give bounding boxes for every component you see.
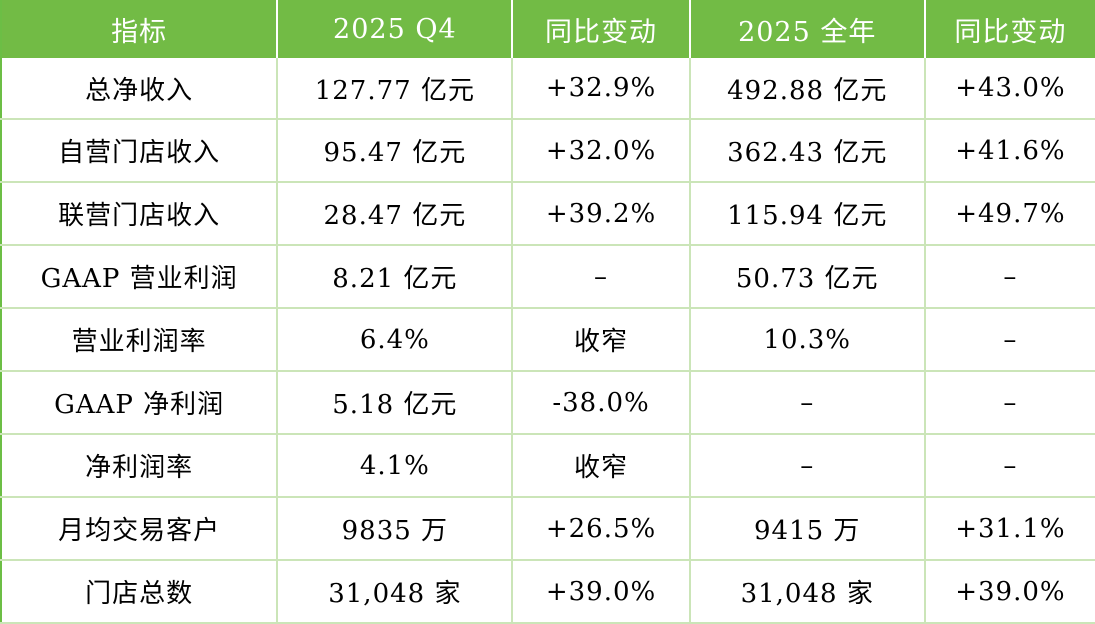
row-label: 联营门店收入 bbox=[1, 181, 279, 246]
cell-value: +26.5% bbox=[512, 496, 691, 560]
cell-value: 127.77 亿元 bbox=[277, 58, 514, 120]
cell-value: 收窄 bbox=[512, 307, 691, 372]
cell-value: 6.4% bbox=[277, 307, 514, 372]
cell-value: +43.0% bbox=[924, 58, 1095, 120]
table-row: 自营门店收入 95.47 亿元 +32.0% 362.43 亿元 +41.6% bbox=[1, 118, 1095, 183]
cell-value: – bbox=[512, 244, 691, 309]
cell-value: 31,048 家 bbox=[689, 559, 926, 623]
row-label: GAAP 净利润 bbox=[1, 370, 279, 435]
cell-value: 10.3% bbox=[689, 307, 926, 372]
cell-value: 28.47 亿元 bbox=[277, 181, 514, 246]
table-row: GAAP 营业利润 8.21 亿元 –50.73 亿元 – bbox=[1, 244, 1095, 309]
cell-value: +39.2% bbox=[512, 181, 691, 246]
header-2025-q4: 2025 Q4 bbox=[277, 0, 514, 58]
cell-value: – bbox=[689, 433, 926, 498]
table-row: 门店总数 31,048 家 +39.0% 31,048 家 +39.0% bbox=[1, 559, 1095, 623]
cell-value: 50.73 亿元 bbox=[689, 244, 926, 309]
header-yoy-change-q4: 同比变动 bbox=[512, 0, 691, 58]
row-label: 营业利润率 bbox=[1, 307, 279, 372]
cell-value: 8.21 亿元 bbox=[277, 244, 514, 309]
cell-value: – bbox=[924, 244, 1095, 309]
cell-value: +39.0% bbox=[924, 559, 1095, 623]
table-row: GAAP 净利润 5.18 亿元 -38.0% – – bbox=[1, 370, 1095, 435]
header-yoy-change-fy: 同比变动 bbox=[924, 0, 1095, 58]
cell-value: +32.0% bbox=[512, 118, 691, 183]
cell-value: +49.7% bbox=[924, 181, 1095, 246]
cell-value: +31.1% bbox=[924, 496, 1095, 560]
table-row: 联营门店收入 28.47 亿元 +39.2% 115.94 亿元 +49.7% bbox=[1, 181, 1095, 246]
table-body: 总净收入 127.77 亿元 +32.9% 492.88 亿元 +43.0% 自营门店收入… bbox=[1, 58, 1095, 623]
cell-value: 492.88 亿元 bbox=[689, 58, 926, 120]
cell-value: +41.6% bbox=[924, 118, 1095, 183]
cell-value: – bbox=[924, 370, 1095, 435]
row-label: 自营门店收入 bbox=[1, 118, 279, 183]
cell-value: 9415 万 bbox=[689, 496, 926, 560]
cell-value: 5.18 亿元 bbox=[277, 370, 514, 435]
table-row: 营业利润率 6.4% 收窄 10.3% – bbox=[1, 307, 1095, 372]
cell-value: – bbox=[924, 433, 1095, 498]
cell-value: 9835 万 bbox=[277, 496, 514, 560]
cell-value: 95.47 亿元 bbox=[277, 118, 514, 183]
cell-value: 115.94 亿元 bbox=[689, 181, 926, 246]
cell-value: 4.1% bbox=[277, 433, 514, 498]
row-label: 门店总数 bbox=[1, 559, 279, 623]
cell-value: +32.9% bbox=[512, 58, 691, 120]
row-label: 总净收入 bbox=[1, 58, 279, 120]
row-label: 月均交易客户 bbox=[1, 496, 279, 560]
header-2025-full-year: 2025 全年 bbox=[689, 0, 926, 58]
row-label: 净利润率 bbox=[1, 433, 279, 498]
table-row: 净利润率 4.1% 收窄 – – bbox=[1, 433, 1095, 498]
cell-value: -38.0% bbox=[512, 370, 691, 435]
cell-value: 362.43 亿元 bbox=[689, 118, 926, 183]
table-row: 月均交易客户 9835 万 +26.5% 9415 万 +31.1% bbox=[1, 496, 1095, 560]
header-indicator: 指标 bbox=[1, 0, 279, 58]
header-row: 指标 2025 Q4 同比变动 2025 全年 同比变动 bbox=[1, 0, 1095, 58]
cell-value: +39.0% bbox=[512, 559, 691, 623]
table-row: 总净收入 127.77 亿元 +32.9% 492.88 亿元 +43.0% bbox=[1, 58, 1095, 120]
row-label: GAAP 营业利润 bbox=[1, 244, 279, 309]
cell-value: 收窄 bbox=[512, 433, 691, 498]
cell-value: – bbox=[689, 370, 926, 435]
cell-value: 31,048 家 bbox=[277, 559, 514, 623]
table-header: 指标 2025 Q4 同比变动 2025 全年 同比变动 bbox=[1, 0, 1095, 58]
cell-value: – bbox=[924, 307, 1095, 372]
